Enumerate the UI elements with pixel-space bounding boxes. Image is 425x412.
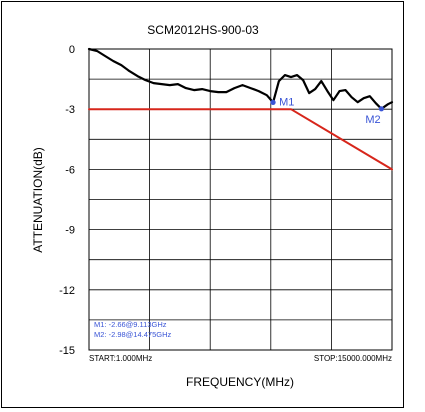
y-axis-label: ATTENUATION(dB) — [31, 147, 45, 253]
marker-readout: M1: -2.66@9.113GHz M2: -2.98@14.475GHz — [94, 320, 171, 339]
y-tick-label: -9 — [65, 225, 75, 237]
y-tick-label: -3 — [65, 104, 75, 116]
y-tick-label: -6 — [65, 164, 75, 176]
grid-lines — [89, 49, 392, 350]
chart-frame: SCM2012HS-900-03 0 -3 -6 -9 -12 -15 ATTENUATI… — [1, 1, 404, 408]
attenuation-chart: SCM2012HS-900-03 0 -3 -6 -9 -12 -15 ATTENUATI… — [31, 23, 394, 389]
marker-point-m2 — [378, 106, 384, 112]
spec-limit-line — [88, 108, 393, 171]
x-axis-label: FREQUENCY(MHz) — [186, 375, 294, 389]
marker-point-m1 — [270, 99, 276, 105]
y-tick-label: -15 — [59, 345, 75, 357]
marker-label-m2: M2 — [365, 114, 380, 126]
stop-frequency-label: STOP:15000.000MHz — [314, 354, 392, 363]
attenuation-curve — [87, 47, 394, 110]
plot-area — [88, 48, 393, 351]
y-tick-label: -12 — [59, 285, 75, 297]
start-frequency-label: START:1.000MHz — [89, 354, 152, 363]
marker-points: M1 M2 — [270, 96, 384, 126]
y-tick-labels: 0 -3 -6 -9 -12 -15 — [59, 44, 75, 357]
series-lines — [87, 47, 394, 171]
marker-readout-m1: M1: -2.66@9.113GHz — [94, 320, 167, 329]
marker-label-m1: M1 — [279, 96, 294, 108]
y-tick-label: 0 — [69, 44, 75, 56]
marker-readout-m2: M2: -2.98@14.475GHz — [94, 330, 171, 339]
chart-title: SCM2012HS-900-03 — [147, 23, 259, 37]
